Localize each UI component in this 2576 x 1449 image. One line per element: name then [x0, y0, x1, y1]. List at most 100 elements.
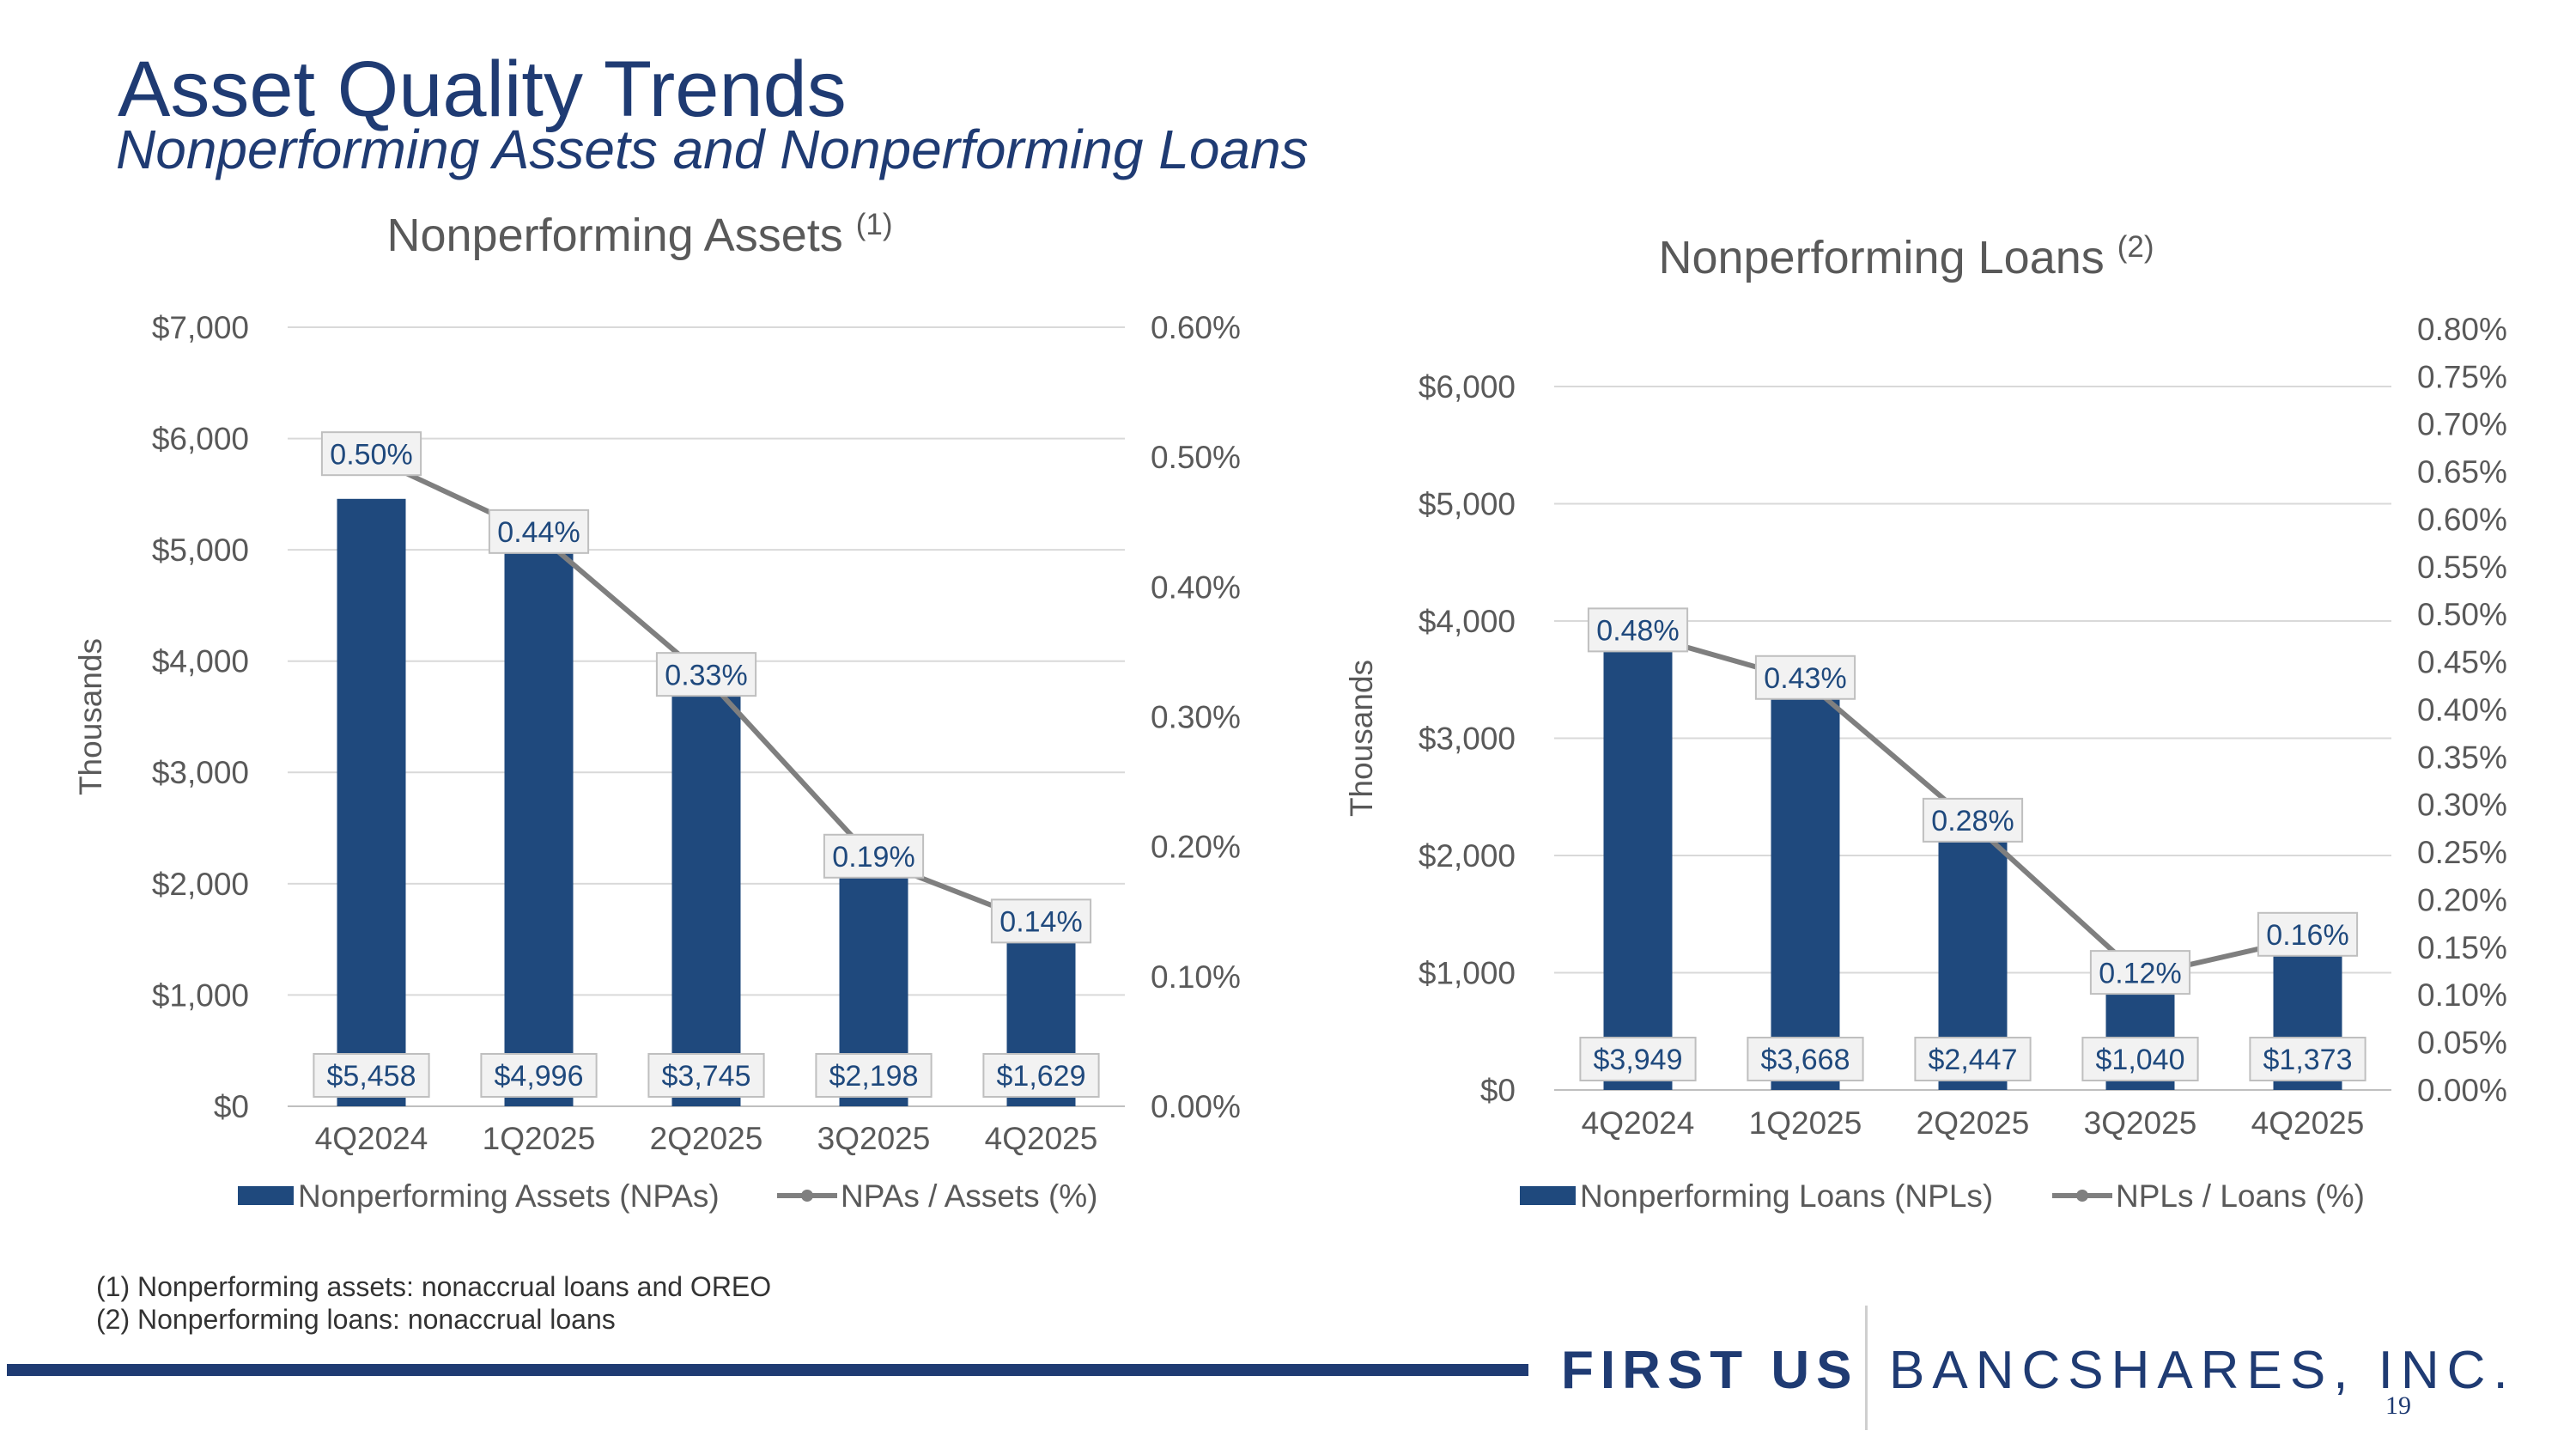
- logo-divider: [1865, 1306, 1868, 1430]
- y2-tick-label: 0.45%: [2417, 645, 2507, 680]
- bar-value-label-box: [647, 1053, 765, 1098]
- ratio-value-label: 0.33%: [665, 659, 747, 691]
- y2-tick-label: 0.70%: [2417, 407, 2507, 442]
- legend-line-label: NPLs / Loans (%): [2116, 1178, 2365, 1214]
- bar-value-label: $3,745: [662, 1060, 751, 1093]
- x-tick-label: 2Q2025: [650, 1121, 763, 1156]
- y2-tick-label: 0.20%: [1151, 830, 1241, 865]
- legend-line-label: NPAs / Assets (%): [841, 1178, 1098, 1214]
- legend-line-marker: [801, 1190, 813, 1202]
- y-tick-label: $2,000: [152, 867, 249, 902]
- y2-tick-label: 0.25%: [2417, 835, 2507, 870]
- bar-value-label-box: [2081, 1037, 2199, 1081]
- logo-first-us: FIRST US: [1561, 1341, 1859, 1400]
- bar-1Q2025: [1771, 660, 1840, 1090]
- bar-value-label-box: [313, 1053, 430, 1098]
- y-tick-label: $3,000: [152, 755, 249, 790]
- y2-tick-label: 0.30%: [2417, 788, 2507, 823]
- ratio-value-label-box: [1587, 607, 1689, 653]
- y2-tick-label: 0.10%: [1151, 959, 1241, 995]
- chart-title: Nonperforming Loans (2): [1658, 230, 2154, 283]
- chart-title-footnote-ref: (2): [2117, 230, 2154, 264]
- bar-value-label: $4,996: [495, 1060, 584, 1093]
- bar-value-label-box: [815, 1053, 933, 1098]
- chart-title: Nonperforming Assets (1): [386, 208, 892, 261]
- bar-value-label-box: [1579, 1037, 1697, 1081]
- y-axis-label: Thousands: [73, 638, 108, 795]
- bar-1Q2025: [504, 550, 574, 1106]
- y-tick-label: $6,000: [152, 422, 249, 457]
- x-tick-label: 1Q2025: [483, 1121, 596, 1156]
- legend-line-marker: [2076, 1190, 2088, 1202]
- x-tick-label: 1Q2025: [1749, 1105, 1862, 1141]
- page-number: 19: [2385, 1391, 2411, 1420]
- footer-rule: [7, 1364, 1528, 1376]
- ratio-value-label-box: [1754, 654, 1856, 700]
- ratio-value-label-box: [990, 898, 1092, 944]
- bar-value-label: $1,040: [2096, 1044, 2185, 1076]
- ratio-value-label: 0.19%: [832, 841, 914, 874]
- legend-bar-label: Nonperforming Assets (NPAs): [298, 1178, 720, 1214]
- x-tick-label: 4Q2024: [315, 1121, 428, 1156]
- bar-value-label: $2,198: [829, 1060, 919, 1093]
- legend-bar-label: Nonperforming Loans (NPLs): [1580, 1178, 1993, 1214]
- y2-tick-label: 0.55%: [2417, 550, 2507, 585]
- x-tick-label: 4Q2024: [1582, 1105, 1695, 1141]
- y-tick-label: $4,000: [1419, 604, 1516, 639]
- y2-tick-label: 0.35%: [2417, 740, 2507, 775]
- ratio-value-label-box: [655, 652, 757, 697]
- y-tick-label: $7,000: [152, 310, 249, 345]
- x-tick-label: 3Q2025: [817, 1121, 931, 1156]
- bar-value-label: $5,458: [327, 1060, 416, 1093]
- y2-tick-label: 0.00%: [1151, 1089, 1241, 1124]
- y-tick-label: $5,000: [152, 533, 249, 568]
- footnote-2: (2) Nonperforming loans: nonaccrual loan…: [96, 1304, 616, 1335]
- ratio-value-label: 0.28%: [1931, 805, 2014, 837]
- chart-title-text: Nonperforming Loans: [1658, 232, 2117, 283]
- y-tick-label: $4,000: [152, 644, 249, 679]
- ratio-value-label: 0.16%: [2266, 919, 2348, 952]
- y2-tick-label: 0.60%: [1151, 310, 1241, 345]
- ratio-value-label-box: [823, 833, 925, 879]
- y2-tick-label: 0.15%: [2417, 930, 2507, 965]
- bar-value-label: $1,629: [997, 1060, 1086, 1093]
- ratio-value-label-box: [1922, 797, 2024, 843]
- bar-2Q2025: [671, 689, 741, 1106]
- y-tick-label: $6,000: [1419, 369, 1516, 405]
- x-tick-label: 2Q2025: [1917, 1105, 2030, 1141]
- bar-4Q2024: [1603, 626, 1673, 1090]
- y2-tick-label: 0.50%: [2417, 597, 2507, 632]
- legend-bar-swatch: [238, 1186, 294, 1205]
- y-tick-label: $1,000: [1419, 955, 1516, 990]
- y-axis-label: Thousands: [1344, 660, 1379, 817]
- chart-nonperforming-assets: Nonperforming Assets (1) $0 $1,000 $2,000 $3…: [73, 208, 1241, 1214]
- page-title: Asset Quality Trends: [118, 46, 847, 133]
- footnote-1: (1) Nonperforming assets: nonaccrual loa…: [96, 1271, 772, 1302]
- y-tick-label: $0: [1480, 1073, 1516, 1108]
- x-tick-label: 4Q2025: [2251, 1105, 2365, 1141]
- bar-value-label-box: [2249, 1037, 2366, 1081]
- bar-value-label: $2,447: [1929, 1044, 2018, 1076]
- bar-value-label: $3,949: [1594, 1044, 1683, 1076]
- ratio-value-label-box: [488, 508, 590, 554]
- ratio-value-label: 0.50%: [330, 438, 412, 471]
- y2-tick-label: 0.00%: [2417, 1073, 2507, 1108]
- y2-tick-label: 0.10%: [2417, 977, 2507, 1013]
- y2-tick-label: 0.60%: [2417, 502, 2507, 537]
- ratio-value-label: 0.44%: [497, 516, 580, 549]
- bar-value-label: $1,373: [2263, 1044, 2353, 1076]
- y2-tick-label: 0.65%: [2417, 454, 2507, 490]
- ratio-value-label: 0.14%: [999, 906, 1082, 939]
- chart-title-text: Nonperforming Assets: [386, 210, 855, 261]
- bar-value-label-box: [480, 1053, 598, 1098]
- y-tick-label: $5,000: [1419, 486, 1516, 521]
- ratio-value-label: 0.48%: [1596, 615, 1679, 648]
- legend-bar-swatch: [1520, 1186, 1576, 1205]
- y2-tick-label: 0.40%: [1151, 569, 1241, 605]
- ratio-value-label-box: [2089, 950, 2191, 995]
- y-tick-label: $1,000: [152, 977, 249, 1013]
- y-tick-label: $3,000: [1419, 721, 1516, 756]
- ratio-value-label-box: [2257, 911, 2359, 957]
- x-tick-label: 3Q2025: [2084, 1105, 2197, 1141]
- ratio-value-label: 0.43%: [1764, 662, 1846, 695]
